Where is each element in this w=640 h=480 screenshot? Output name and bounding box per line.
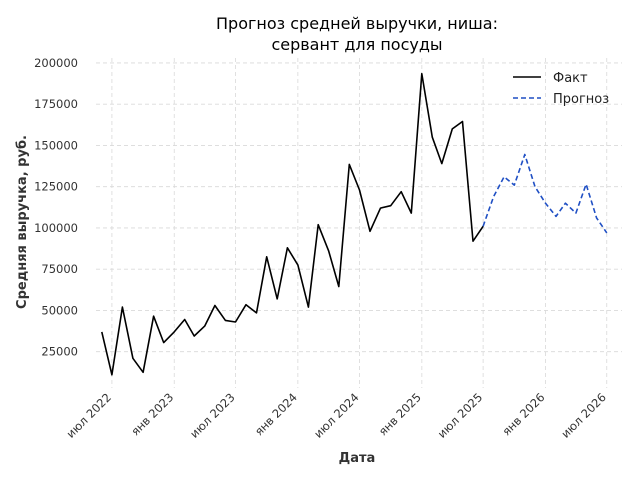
y-tick-label: 150000 xyxy=(34,138,78,152)
y-tick-label: 200000 xyxy=(34,56,78,70)
x-tick-label: июл 2025 xyxy=(435,390,486,441)
y-tick-label: 100000 xyxy=(34,221,78,235)
x-tick-label: янв 2024 xyxy=(252,390,300,438)
y-tick-label: 75000 xyxy=(41,262,78,276)
y-tick-label: 125000 xyxy=(34,180,78,194)
chart-title-line1: Прогноз средней выручки, ниша: xyxy=(216,14,498,33)
legend: Факт Прогноз xyxy=(513,71,609,107)
series-line-1 xyxy=(482,153,608,234)
x-tick-label: янв 2025 xyxy=(376,390,424,438)
x-tick-label: июл 2024 xyxy=(311,390,362,441)
series-line-0 xyxy=(101,72,484,376)
x-tick-label: июл 2023 xyxy=(187,390,238,441)
y-axis-ticks: 25000 50000 75000 100000 125000 150000 175000 2… xyxy=(34,56,78,359)
chart-title-line2: сервант для посуды xyxy=(271,35,442,54)
y-tick-label: 50000 xyxy=(41,303,78,317)
series-lines xyxy=(101,72,608,376)
y-tick-label: 175000 xyxy=(34,97,78,111)
legend-label-forecast: Прогноз xyxy=(553,92,609,107)
x-axis-label: Дата xyxy=(339,451,376,466)
x-tick-label: янв 2026 xyxy=(499,390,547,438)
y-axis-label: Средняя выручка, руб. xyxy=(15,135,30,309)
x-tick-label: янв 2023 xyxy=(128,390,176,438)
x-tick-label: июл 2022 xyxy=(64,390,115,441)
legend-label-fact: Факт xyxy=(553,71,588,86)
y-tick-label: 25000 xyxy=(41,345,78,359)
grid-lines xyxy=(96,58,622,388)
x-tick-label: июл 2026 xyxy=(558,390,609,441)
x-axis-ticks: июл 2022 янв 2023 июл 2023 янв 2024 июл 2024… xyxy=(64,390,609,441)
